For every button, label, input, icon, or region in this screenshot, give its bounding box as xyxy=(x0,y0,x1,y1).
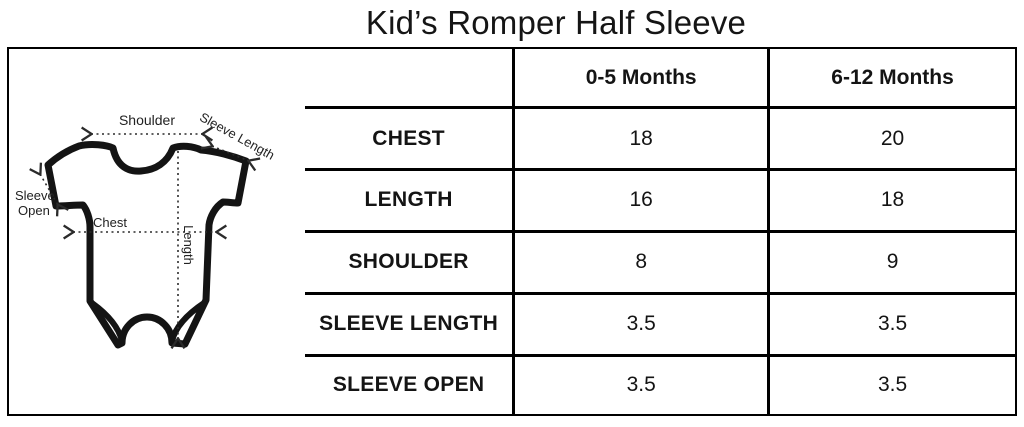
sleeve-length-arrow xyxy=(212,146,249,161)
table-row-chest: CHEST 18 20 xyxy=(303,106,1017,171)
shoulder-0-5-value: 8 xyxy=(512,229,771,295)
chart-frame: Shoulder Sleeve Length Sleeve Open Chest… xyxy=(7,47,1017,416)
measurement-arrows xyxy=(40,134,249,339)
corner-cell xyxy=(303,47,516,110)
sleeve-open-6-12-value: 3.5 xyxy=(767,353,1017,416)
length-0-5-value: 16 xyxy=(512,168,771,233)
sleeve-open-0-5-value: 3.5 xyxy=(512,353,771,416)
size-table: 0-5 Months 6-12 Months CHEST 18 20 LENGT… xyxy=(303,47,1017,416)
table-row-sleeve-length: SLEEVE LENGTH 3.5 3.5 xyxy=(303,291,1017,357)
romper-outline-icon xyxy=(44,141,250,349)
length-6-12-value: 18 xyxy=(767,168,1017,233)
shoulder-label: Shoulder xyxy=(119,112,175,128)
col-header-6-12-months: 6-12 Months xyxy=(767,47,1017,110)
chest-label: Chest xyxy=(93,215,127,230)
baby-romper-icon: Shoulder Sleeve Length Sleeve Open Chest… xyxy=(15,109,277,412)
chest-0-5-value: 18 xyxy=(512,106,771,171)
table-row-length: LENGTH 16 18 xyxy=(303,168,1017,233)
chest-6-12-value: 20 xyxy=(767,106,1017,171)
sleeve-open-arrow xyxy=(40,174,58,205)
row-label-chest: CHEST xyxy=(303,106,516,171)
col-header-0-5-months: 0-5 Months xyxy=(512,47,771,110)
table-row-shoulder: SHOULDER 8 9 xyxy=(303,229,1017,295)
row-label-shoulder: SHOULDER xyxy=(303,229,516,295)
row-label-sleeve-length: SLEEVE LENGTH xyxy=(303,291,516,357)
row-label-sleeve-open: SLEEVE OPEN xyxy=(303,353,516,416)
length-label: Length xyxy=(181,225,196,265)
romper-measurement-diagram: Shoulder Sleeve Length Sleeve Open Chest… xyxy=(9,49,305,414)
table-row-sleeve-open: SLEEVE OPEN 3.5 3.5 xyxy=(303,353,1017,416)
sleeve-open-label-line1: Sleeve xyxy=(15,188,55,203)
shoulder-6-12-value: 9 xyxy=(767,229,1017,295)
row-label-length: LENGTH xyxy=(303,168,516,233)
size-chart-page: Kid’s Romper Half Sleeve xyxy=(7,4,1017,416)
page-title: Kid’s Romper Half Sleeve xyxy=(365,4,747,41)
sleeve-length-6-12-value: 3.5 xyxy=(767,291,1017,357)
sleeve-open-label-line2: Open xyxy=(18,203,50,218)
sleeve-length-0-5-value: 3.5 xyxy=(512,291,771,357)
table-header-row: 0-5 Months 6-12 Months xyxy=(303,47,1017,110)
